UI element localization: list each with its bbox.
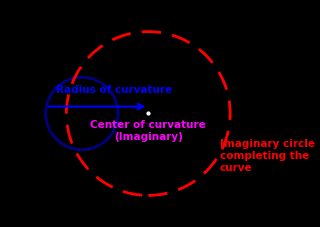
Text: Imaginary circle
completing the
curve: Imaginary circle completing the curve: [220, 139, 315, 173]
Text: Radius of curvature: Radius of curvature: [56, 84, 172, 94]
Text: Center of curvature
(Imaginary): Center of curvature (Imaginary): [90, 120, 206, 142]
